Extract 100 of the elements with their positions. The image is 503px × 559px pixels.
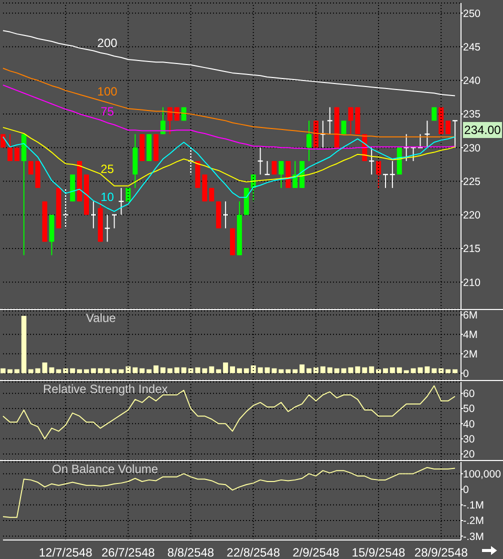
candlestick [452,120,458,148]
bar [21,316,26,374]
y-tick-label: 40 [463,418,475,430]
bar [230,366,235,374]
y-tick-label: -.1M [463,500,484,512]
bar [390,367,395,374]
x-tick-label: 22/8/2548 [226,546,280,559]
bar [70,368,76,374]
candlestick [90,200,97,229]
bar [181,367,186,374]
candlestick [326,106,333,135]
bar [320,366,326,374]
bar [300,364,305,374]
bar [382,368,388,374]
bar [90,368,96,374]
bar [160,367,166,374]
bar [334,368,340,374]
bar [202,368,208,374]
bar [369,366,374,374]
y-tick-label: 240 [463,75,481,88]
bar [0,368,6,374]
y-tick-label: 225 [463,176,481,188]
y-tick-label: 0 [463,368,469,380]
bar [292,369,298,374]
bar [154,365,159,374]
candlestick [278,160,284,188]
y-tick-label: 210 [463,276,481,289]
bar [14,369,20,374]
bar [174,367,180,374]
x-tick-label: 2/9/2548 [292,546,340,559]
bar [140,368,145,374]
bar [362,367,368,374]
y-tick-label: 100,000 [463,468,502,480]
y-tick-label: 220 [463,210,481,222]
chart-title: Relative Strength Index [43,382,168,396]
candlestick [446,120,451,135]
bar [327,367,332,374]
bar [146,369,152,374]
bar [452,369,458,374]
bar [244,368,249,374]
bar [98,368,103,374]
candlestick [306,120,312,162]
bar [278,369,284,374]
y-tick-label: 245 [463,41,481,54]
candlestick [126,187,131,202]
y-tick-label: -.2M [463,515,484,528]
bar [396,367,402,374]
candlestick [62,187,69,229]
series-label: 25 [100,162,114,176]
x-tick-label: 12/7/2548 [38,546,93,559]
bar [410,368,416,374]
bar [446,369,451,374]
y-tick-label: 4M [463,329,478,342]
y-tick-label: 2M [463,348,478,360]
y-tick-label: 20 [463,448,475,461]
bar [56,369,62,374]
bar [236,368,242,374]
x-tick-label: 15/9/2548 [352,546,406,559]
candlestick [272,160,277,175]
candlestick [7,134,12,162]
bar [432,368,437,374]
candlestick [14,147,20,162]
bar [77,369,82,374]
bar [258,367,263,374]
chart-title: Value [86,311,116,325]
y-tick-label: 230 [463,142,481,154]
line-series [2,385,456,440]
bar [167,368,172,374]
y-tick-label: 60 [463,388,475,400]
candlestick [111,214,118,229]
bar [355,366,360,374]
bar [126,366,131,374]
series-label: 100 [97,84,118,99]
bar [209,366,214,374]
candlestick [341,120,346,135]
bar [216,369,222,374]
candlestick [209,187,214,202]
y-tick-label: 6M [463,310,478,322]
bar [28,369,34,374]
y-tick-label: 235 [463,108,481,121]
y-tick-label: 215 [463,243,481,256]
x-tick-label: 28/9/2548 [414,546,468,559]
line-series [2,126,456,186]
y-tick-label: -.3M [463,530,484,543]
candlestick [432,106,437,122]
bar [7,369,12,374]
x-tick-label: 26/7/2548 [101,546,156,559]
candlestick [104,214,110,242]
candlestick [348,106,354,135]
candlestick [222,200,229,229]
text: 234.00 [463,122,502,138]
candlestick [174,106,180,122]
bar [84,369,89,374]
y-tick-label: 0 [463,484,469,496]
bar [286,369,291,374]
bar [223,362,228,374]
candlestick [167,106,172,135]
bar [306,368,312,374]
bar [104,368,110,374]
line-series [2,68,456,138]
